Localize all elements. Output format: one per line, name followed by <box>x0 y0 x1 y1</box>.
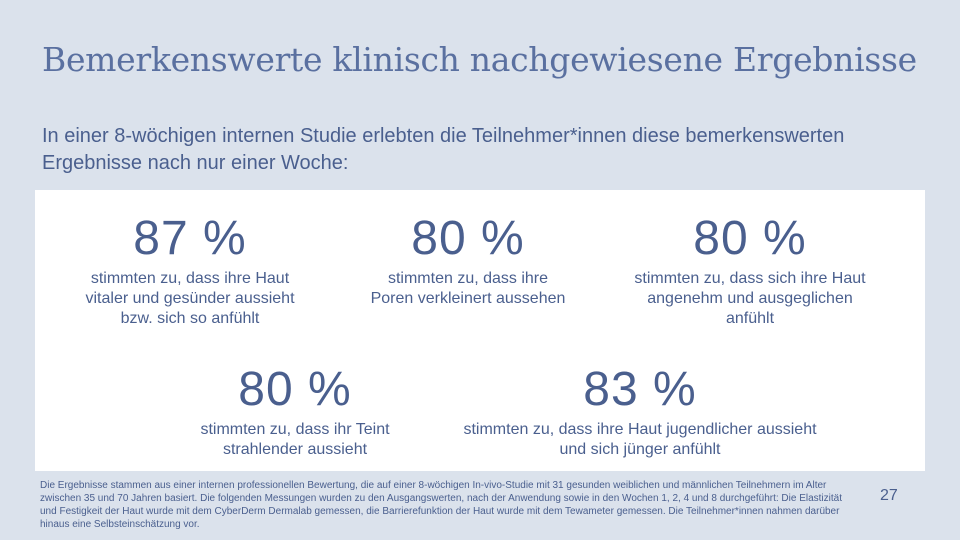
stat-value: 83 % <box>583 363 697 416</box>
stat-card: 80 % stimmten zu, dass ihre Poren verkle… <box>368 211 568 309</box>
stat-card: 87 % stimmten zu, dass ihre Haut vitaler… <box>70 211 310 329</box>
page-number: 27 <box>880 487 898 504</box>
stat-card: 83 % stimmten zu, dass ihre Haut jugendl… <box>455 362 825 460</box>
stat-description: stimmten zu, dass ihre Haut jugendlicher… <box>463 421 817 458</box>
stat-value: 80 % <box>411 212 525 265</box>
slide-subtitle: In einer 8-wöchigen internen Studie erle… <box>42 125 845 174</box>
stat-description: stimmten zu, dass sich ihre Haut angeneh… <box>634 270 866 327</box>
stat-value: 87 % <box>133 212 247 265</box>
footnote: Die Ergebnisse stammen aus einer interne… <box>40 480 842 530</box>
stat-description: stimmten zu, dass ihre Haut vitaler und … <box>85 270 295 327</box>
stat-value: 80 % <box>693 212 807 265</box>
stat-card: 80 % stimmten zu, dass ihr Teint strahle… <box>175 362 415 460</box>
stat-card: 80 % stimmten zu, dass sich ihre Haut an… <box>625 211 875 329</box>
slide-title: Bemerkenswerte klinisch nachgewiesene Er… <box>42 40 917 79</box>
stat-value: 80 % <box>238 363 352 416</box>
stat-description: stimmten zu, dass ihre Poren verkleinert… <box>370 270 566 307</box>
results-panel: 87 % stimmten zu, dass ihre Haut vitaler… <box>35 190 925 471</box>
stat-description: stimmten zu, dass ihr Teint strahlender … <box>200 421 390 458</box>
